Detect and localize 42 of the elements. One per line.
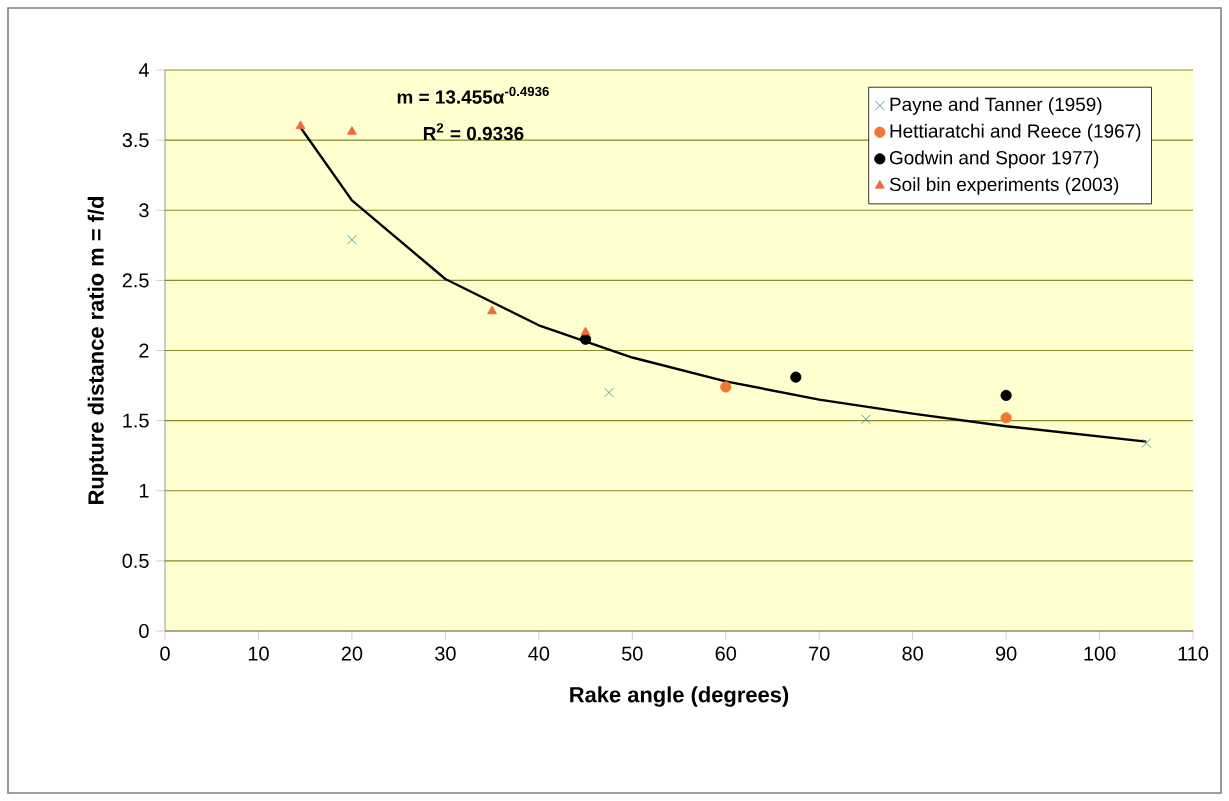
y-tick-label: 3.5	[122, 133, 149, 148]
point	[604, 387, 614, 398]
point	[347, 234, 357, 245]
x-tick-label: 90	[995, 646, 1017, 661]
point	[347, 126, 357, 135]
legend-label: Godwin and Spoor 1977)	[889, 150, 1099, 169]
x-tick-label: 110	[1178, 646, 1209, 661]
x-tick-label: 100	[1084, 646, 1116, 661]
annotation: R$^{2}$ = 0.9336	[423, 123, 524, 141]
x-tick-label: 50	[622, 646, 643, 661]
x-tick-label: 30	[435, 646, 456, 661]
legend-label: Payne and Tanner (1959)	[890, 97, 1102, 115]
x-tick-label: 20	[341, 646, 363, 661]
annotation: m = 13.455α$^{-0.4936}$	[397, 86, 549, 104]
x-tick-label: 10	[248, 646, 269, 661]
x-tick-label: 70	[809, 646, 830, 661]
point	[579, 333, 592, 345]
y-tick-label: 2	[139, 343, 149, 358]
x-tick-label: 0	[160, 646, 170, 661]
x-axis-title: Rake angle (degrees)	[570, 686, 789, 707]
y-tick-label: 3	[139, 203, 149, 218]
point	[487, 305, 497, 315]
y-tick-label: 2.5	[122, 273, 149, 288]
x-tick-label: 40	[528, 646, 550, 661]
point	[1000, 389, 1012, 401]
y-tick-label: 4	[138, 63, 149, 77]
point	[580, 326, 591, 336]
x-tick-label: 80	[902, 646, 923, 661]
y-tick-label: 1	[139, 483, 149, 498]
point	[1000, 412, 1012, 424]
y-tick-label: 0.5	[122, 553, 149, 568]
y-tick-label: 0	[139, 623, 149, 639]
x-tick-label: 60	[715, 646, 737, 661]
point	[720, 381, 732, 393]
point	[295, 120, 306, 130]
point	[1141, 438, 1152, 448]
point	[790, 371, 802, 383]
y-axis-title: Rupture distance ratio m = f/d	[87, 196, 109, 504]
legend-label: Hettiaratchi and Reece (1967)	[890, 123, 1141, 142]
point	[861, 414, 871, 425]
y-tick-label: 1.5	[123, 413, 149, 428]
legend-label: Soil bin experiments (2003)	[889, 177, 1119, 195]
